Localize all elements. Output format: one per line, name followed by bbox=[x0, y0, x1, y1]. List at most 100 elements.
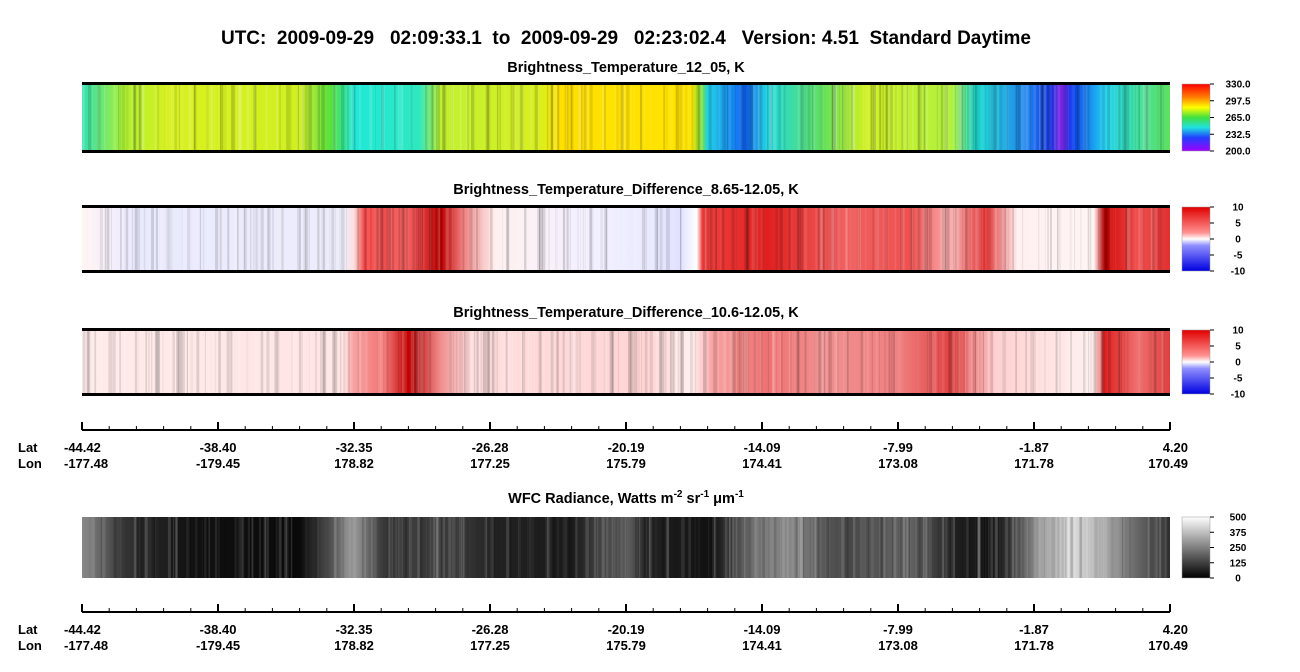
image-texture bbox=[166, 207, 168, 271]
image-texture bbox=[362, 517, 366, 578]
image-texture bbox=[957, 330, 960, 394]
image-texture bbox=[923, 84, 925, 151]
image-texture bbox=[723, 517, 725, 578]
image-texture bbox=[345, 330, 349, 394]
image-texture bbox=[358, 330, 362, 394]
image-texture bbox=[391, 517, 394, 578]
image-texture bbox=[501, 330, 504, 394]
image-texture bbox=[456, 330, 458, 394]
image-texture bbox=[900, 517, 903, 578]
image-texture bbox=[1047, 517, 1048, 578]
image-texture bbox=[1075, 84, 1079, 151]
image-texture bbox=[1087, 207, 1092, 271]
image-texture bbox=[799, 517, 803, 578]
image-texture bbox=[366, 207, 370, 271]
image-texture bbox=[187, 330, 188, 394]
image-texture bbox=[1015, 517, 1019, 578]
image-texture bbox=[1100, 330, 1104, 394]
image-texture bbox=[817, 517, 820, 578]
image-texture bbox=[832, 84, 836, 151]
image-texture bbox=[244, 207, 247, 271]
image-texture bbox=[464, 84, 468, 151]
image-texture bbox=[1112, 207, 1114, 271]
image-texture bbox=[443, 517, 446, 578]
lat-value: -32.35 bbox=[336, 622, 373, 637]
image-texture bbox=[287, 517, 289, 578]
image-texture bbox=[1073, 330, 1078, 394]
image-texture bbox=[1033, 330, 1036, 394]
image-texture bbox=[566, 84, 568, 151]
image-texture bbox=[95, 330, 96, 394]
image-texture bbox=[539, 330, 542, 394]
image-texture bbox=[186, 517, 190, 578]
image-texture bbox=[167, 517, 171, 578]
image-texture bbox=[1126, 84, 1130, 151]
image-texture bbox=[808, 517, 811, 578]
image-texture bbox=[118, 330, 120, 394]
image-texture bbox=[334, 517, 338, 578]
image-texture bbox=[537, 84, 539, 151]
image-texture bbox=[695, 84, 699, 151]
image-texture bbox=[1092, 517, 1095, 578]
image-texture bbox=[1068, 330, 1072, 394]
image-texture bbox=[611, 330, 615, 394]
title-part: WFC Radiance, Watts m bbox=[508, 491, 673, 507]
image-texture bbox=[203, 517, 207, 578]
image-texture bbox=[99, 207, 104, 271]
image-texture bbox=[1071, 517, 1074, 578]
image-texture bbox=[794, 330, 796, 394]
image-texture bbox=[1057, 207, 1059, 271]
image-texture bbox=[804, 330, 807, 394]
image-texture bbox=[417, 207, 420, 271]
image-texture bbox=[303, 330, 306, 394]
image-texture bbox=[169, 207, 173, 271]
image-texture bbox=[259, 517, 261, 578]
image-texture bbox=[401, 517, 404, 578]
image-texture bbox=[174, 517, 175, 578]
image-texture bbox=[713, 517, 717, 578]
image-texture bbox=[833, 84, 837, 151]
title-part: Brightness_Temperature_Difference_8.65-1… bbox=[453, 182, 799, 198]
image-texture bbox=[948, 330, 951, 394]
image-texture bbox=[273, 330, 276, 394]
image-texture bbox=[595, 330, 597, 394]
image-texture bbox=[695, 330, 697, 394]
image-texture bbox=[1148, 330, 1152, 394]
image-texture bbox=[170, 330, 174, 394]
image-texture bbox=[935, 330, 936, 394]
image-texture bbox=[430, 207, 432, 271]
image-texture bbox=[717, 330, 721, 394]
image-texture bbox=[136, 517, 139, 578]
image-texture bbox=[568, 330, 569, 394]
image-texture bbox=[1147, 84, 1149, 151]
image-texture bbox=[1114, 207, 1117, 271]
image-texture bbox=[1090, 207, 1093, 271]
image-texture bbox=[1127, 207, 1131, 271]
image-texture bbox=[190, 330, 194, 394]
image-texture bbox=[86, 330, 90, 394]
image-texture bbox=[113, 330, 116, 394]
image-texture bbox=[577, 207, 579, 271]
image-texture bbox=[193, 84, 196, 151]
lon-label: Lon bbox=[18, 456, 42, 471]
image-texture bbox=[985, 517, 986, 578]
image-texture bbox=[937, 517, 939, 578]
image-texture bbox=[181, 330, 185, 394]
image-texture bbox=[164, 84, 166, 151]
image-texture bbox=[236, 207, 239, 271]
image-texture bbox=[1080, 330, 1082, 394]
image-texture bbox=[321, 84, 325, 151]
image-texture bbox=[1098, 207, 1102, 271]
image-texture bbox=[1040, 84, 1044, 151]
image-texture bbox=[945, 517, 948, 578]
image-texture bbox=[1141, 207, 1143, 271]
image-texture bbox=[510, 517, 512, 578]
image-texture bbox=[218, 84, 219, 151]
image-texture bbox=[170, 84, 172, 151]
lat-value: -20.19 bbox=[608, 622, 645, 637]
image-texture bbox=[314, 517, 317, 578]
image-texture bbox=[520, 330, 524, 394]
image-texture bbox=[682, 330, 685, 394]
image-texture bbox=[570, 84, 573, 151]
image-texture bbox=[82, 84, 86, 151]
